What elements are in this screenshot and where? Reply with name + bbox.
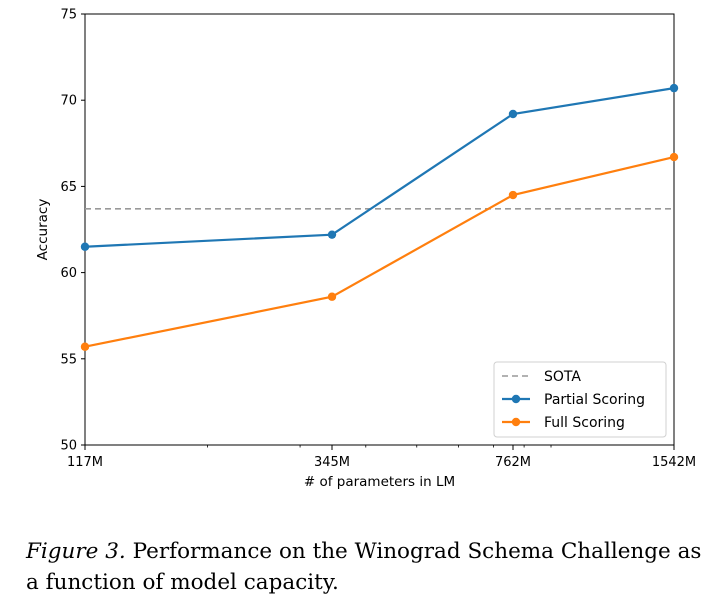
y-tick-label: 55: [60, 352, 77, 367]
partial-scoring-point: [669, 83, 679, 93]
y-axis-label: Accuracy: [35, 199, 51, 261]
legend-full-scoring-label: Full Scoring: [544, 415, 625, 431]
legend-partial-scoring-label: Partial Scoring: [544, 392, 645, 408]
x-tick-label: 345M: [314, 455, 350, 470]
full-scoring-point: [669, 152, 679, 162]
figure-caption: Figure 3. Performance on the Winograd Sc…: [26, 536, 716, 598]
x-tick-label: 117M: [67, 455, 103, 470]
full-scoring-point: [327, 292, 337, 301]
x-tick-label: 1542M: [652, 455, 696, 470]
legend-partial-scoring-marker: [511, 394, 521, 404]
x-axis-label: # of parameters in LM: [304, 474, 455, 490]
full-scoring-point: [508, 190, 518, 200]
figure-number: Figure 3.: [26, 539, 126, 564]
partial-scoring-point: [508, 109, 518, 119]
partial-scoring-point: [327, 230, 337, 239]
legend-full-scoring-marker: [511, 417, 521, 427]
y-tick-label: 50: [60, 439, 77, 454]
y-tick-label: 70: [60, 94, 77, 109]
legend-box: [493, 361, 667, 438]
legend-sota-label: SOTA: [544, 369, 581, 385]
full-scoring-line: [84, 156, 675, 348]
plot-frame: [84, 13, 675, 446]
full-scoring-point: [80, 342, 90, 351]
caption-text: Performance on the Winograd Schema Chall…: [26, 539, 702, 595]
y-tick-label: 60: [60, 266, 77, 281]
y-tick-label: 65: [60, 180, 77, 195]
y-tick-label: 75: [60, 8, 77, 23]
x-tick-label: 762M: [495, 455, 531, 470]
chart: 50 55 60 65 70 75 117M 345M 762M 1542M # of parame…: [35, 8, 696, 491]
partial-scoring-point: [80, 242, 90, 251]
partial-scoring-line: [84, 87, 675, 248]
